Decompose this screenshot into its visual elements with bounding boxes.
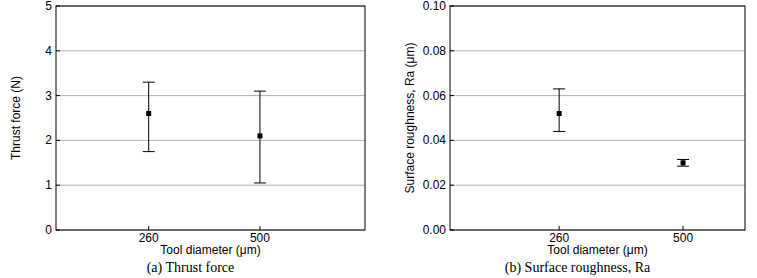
error-cap: [143, 151, 155, 152]
x-tick: [559, 226, 560, 230]
marker: [681, 160, 686, 165]
chart: 012345260500Tool diameter (μm)Thrust for…: [9, 0, 365, 276]
grid-line: [56, 95, 365, 96]
error-cap: [553, 88, 565, 89]
y-tick: [450, 95, 454, 96]
grid-line: [56, 140, 365, 141]
y-tick-label: 0.02: [423, 178, 447, 192]
marker: [557, 111, 562, 116]
y-tick-label: 0.00: [423, 223, 447, 237]
caption: (b) Surface roughness, Ra: [505, 260, 651, 276]
x-tick: [148, 226, 149, 230]
plot-frame: [56, 6, 365, 230]
y-tick: [56, 50, 60, 51]
x-tick-label: 500: [673, 231, 693, 245]
y-tick: [450, 140, 454, 141]
data-group: [553, 89, 689, 166]
error-cap: [677, 159, 689, 160]
y-tick-label: 0.04: [423, 133, 447, 147]
grid-line: [450, 50, 745, 51]
y-axis-label: Thrust force (N): [9, 76, 23, 160]
plot-frame: [450, 6, 745, 230]
y-tick: [56, 95, 60, 96]
error-bar: [677, 159, 689, 166]
error-bar: [143, 82, 155, 151]
error-stem: [559, 89, 560, 132]
y-tick: [56, 185, 60, 186]
y-tick-label: 1: [45, 178, 52, 192]
x-tick: [259, 226, 260, 230]
y-tick-label: 0.10: [423, 0, 447, 13]
chart: 0.000.020.040.060.080.10260500Tool diame…: [403, 0, 745, 276]
data-group: [143, 82, 266, 183]
grid-line: [450, 140, 745, 141]
error-stem: [148, 82, 149, 151]
x-tick: [683, 226, 684, 230]
error-cap: [254, 91, 266, 92]
grid-line: [450, 185, 745, 186]
error-cap: [553, 131, 565, 132]
error-cap: [677, 166, 689, 167]
x-axis-label: Tool diameter (μm): [547, 243, 647, 257]
y-tick-label: 5: [45, 0, 52, 13]
x-tick-label: 260: [139, 231, 159, 245]
y-tick-label: 4: [45, 44, 52, 58]
y-tick: [450, 185, 454, 186]
caption: (a) Thrust force: [147, 260, 235, 276]
y-tick-label: 3: [45, 89, 52, 103]
y-tick-label: 0: [45, 223, 52, 237]
y-tick-label: 0.08: [423, 44, 447, 58]
y-tick-label: 0.06: [423, 89, 447, 103]
error-bar: [254, 91, 266, 183]
grid-line: [56, 185, 365, 186]
y-tick: [450, 50, 454, 51]
marker: [257, 133, 262, 138]
figure: 0 1 2 3 4 5 260 500 Tool diameter (μm) Thrust for…: [0, 0, 757, 278]
grid-line: [450, 95, 745, 96]
error-cap: [143, 82, 155, 83]
marker: [146, 111, 151, 116]
error-cap: [254, 182, 266, 183]
y-tick: [56, 140, 60, 141]
error-bar: [553, 89, 565, 132]
y-tick-label: 2: [45, 133, 52, 147]
grid-line: [56, 50, 365, 51]
y-axis-label: Surface roughness, Ra (μm): [403, 43, 417, 194]
x-axis-label: Tool diameter (μm): [160, 243, 260, 257]
